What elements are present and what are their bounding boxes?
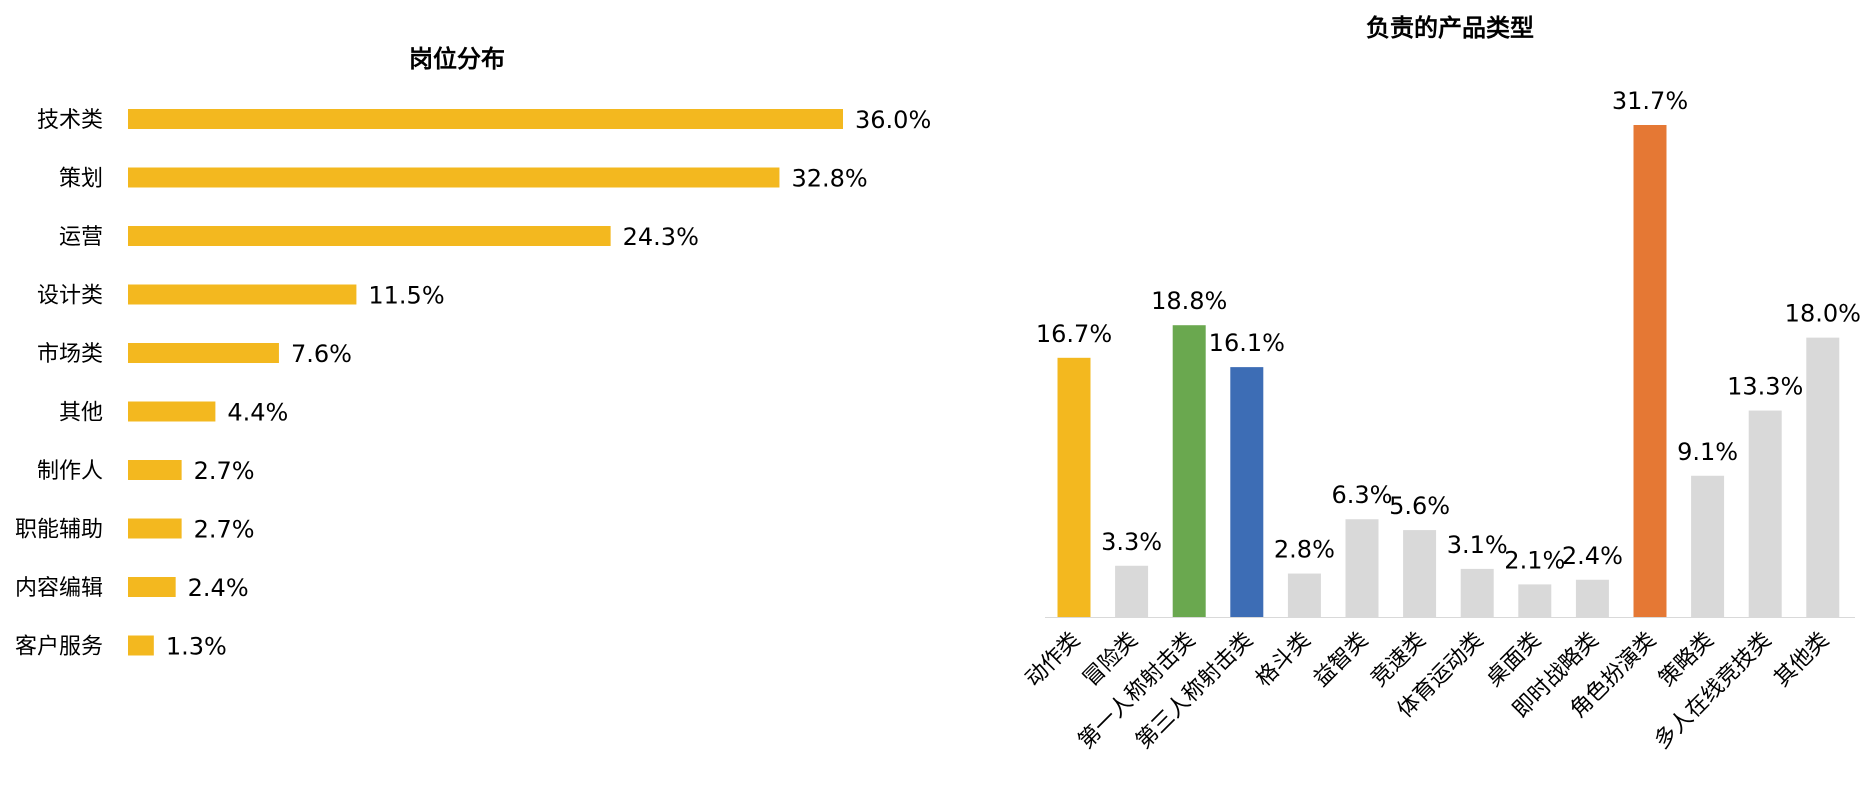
product-type-value-label: 9.1% bbox=[1677, 438, 1738, 466]
position-category-label: 市场类 bbox=[37, 342, 103, 367]
product-type-bar bbox=[1518, 584, 1552, 617]
position-bar bbox=[128, 460, 182, 480]
position-value-label: 2.7% bbox=[194, 516, 255, 544]
position-bar bbox=[128, 343, 279, 363]
product-type-value-label: 31.7% bbox=[1612, 87, 1688, 115]
product-type-value-label: 3.3% bbox=[1101, 528, 1162, 556]
product-type-bar bbox=[1172, 325, 1206, 617]
position-value-label: 1.3% bbox=[166, 633, 227, 661]
position-value-label: 2.4% bbox=[188, 574, 249, 602]
product-type-bar bbox=[1345, 519, 1379, 617]
product-type-value-label: 18.0% bbox=[1785, 300, 1861, 328]
position-value-label: 7.6% bbox=[291, 340, 352, 368]
position-value-label: 24.3% bbox=[623, 223, 699, 251]
position-category-label: 其他 bbox=[59, 401, 103, 426]
product-type-bar bbox=[1806, 337, 1840, 617]
product-type-value-label: 2.4% bbox=[1562, 542, 1623, 570]
product-type-category-label: 益智类 bbox=[1309, 628, 1373, 692]
product-type-bar bbox=[1057, 357, 1091, 617]
position-category-label: 设计类 bbox=[37, 284, 103, 309]
product-type-bar bbox=[1691, 475, 1725, 617]
product-type-value-label: 5.6% bbox=[1389, 492, 1450, 520]
position-value-label: 2.7% bbox=[194, 457, 255, 485]
position-category-label: 技术类 bbox=[37, 108, 103, 133]
chart-title-product-types: 负责的产品类型 bbox=[1366, 14, 1534, 42]
position-bar bbox=[128, 401, 216, 422]
position-value-label: 36.0% bbox=[855, 106, 931, 134]
chart-title-position-distribution: 岗位分布 bbox=[409, 45, 505, 73]
product-type-value-label: 2.1% bbox=[1504, 546, 1565, 574]
position-distribution-chart: 技术类 36.0% 策划 32.8% 运营 24.3% 设计类 11.5% 市场类 7.6% 其他 4… bbox=[15, 106, 931, 661]
product-type-value-label: 16.7% bbox=[1036, 320, 1112, 348]
product-type-category-label: 其他类 bbox=[1770, 628, 1834, 692]
position-bar bbox=[128, 226, 611, 246]
product-type-value-label: 13.3% bbox=[1727, 373, 1803, 401]
position-value-label: 4.4% bbox=[227, 399, 288, 427]
product-type-chart: 16.7%动作类3.3%冒险类18.8%第一人称射击类16.1%第三人称射击类2… bbox=[1021, 87, 1861, 754]
position-category-label: 运营 bbox=[59, 225, 103, 250]
product-type-value-label: 16.1% bbox=[1209, 329, 1285, 357]
product-type-bar bbox=[1403, 530, 1437, 617]
product-type-bar bbox=[1115, 565, 1149, 617]
position-category-label: 策划 bbox=[59, 167, 103, 192]
product-type-value-label: 18.8% bbox=[1151, 287, 1227, 315]
position-category-label: 制作人 bbox=[37, 459, 103, 484]
position-bar bbox=[128, 284, 357, 305]
product-type-bar bbox=[1575, 579, 1609, 617]
product-type-category-label: 格斗类 bbox=[1251, 628, 1315, 692]
product-type-value-label: 2.8% bbox=[1274, 536, 1335, 564]
position-bar bbox=[128, 577, 176, 597]
position-bar bbox=[128, 109, 843, 129]
product-type-bar bbox=[1230, 367, 1264, 617]
position-value-label: 32.8% bbox=[791, 165, 867, 193]
product-type-bar bbox=[1633, 125, 1667, 617]
position-bar bbox=[128, 635, 154, 656]
product-type-category-label: 动作类 bbox=[1021, 628, 1085, 692]
product-type-bar bbox=[1287, 573, 1321, 617]
product-type-value-label: 6.3% bbox=[1332, 481, 1393, 509]
position-category-label: 职能辅助 bbox=[15, 518, 103, 543]
position-category-label: 客户服务 bbox=[15, 635, 103, 660]
position-bar bbox=[128, 167, 780, 188]
product-type-bar bbox=[1460, 568, 1494, 617]
product-type-bar bbox=[1748, 410, 1782, 617]
position-value-label: 11.5% bbox=[368, 282, 444, 310]
product-type-value-label: 3.1% bbox=[1447, 531, 1508, 559]
position-category-label: 内容编辑 bbox=[15, 576, 103, 601]
position-bar bbox=[128, 518, 182, 539]
